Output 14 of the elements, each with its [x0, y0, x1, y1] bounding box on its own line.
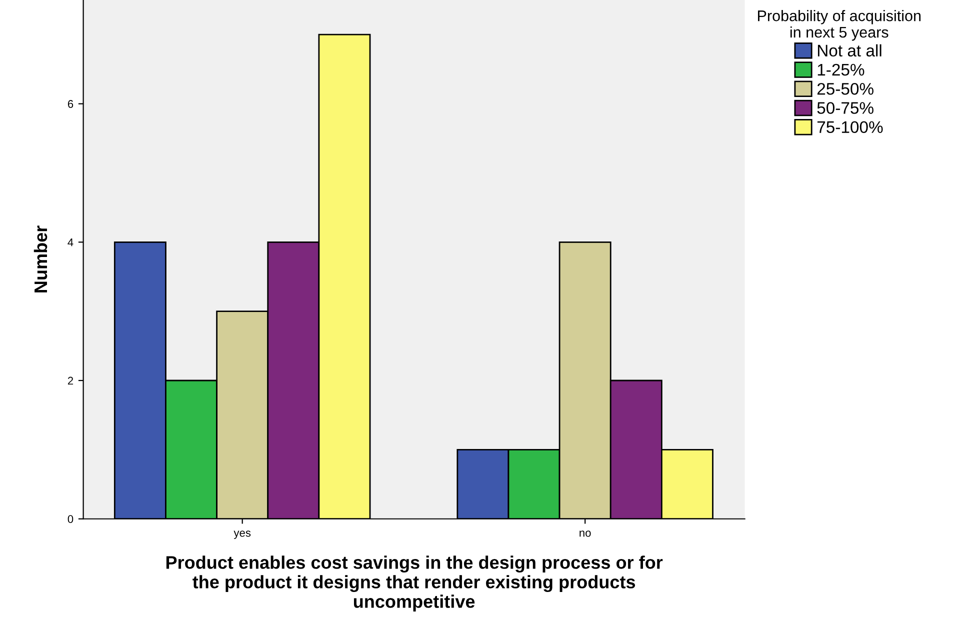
y-axis-title: Number	[34, 226, 48, 292]
y-tick-label: 0	[68, 515, 74, 524]
y-tick-label: 4	[68, 238, 74, 246]
legend-title: Probability of acquisition in next 5 years	[758, 10, 921, 41]
legend-label: 50-75%	[817, 102, 874, 114]
legend-label: Not at all	[818, 44, 882, 57]
x-tick-label: yes	[234, 530, 251, 539]
legend-label: 75-100%	[817, 121, 883, 134]
y-tick-label: 6	[68, 100, 74, 108]
legend-label: 25-50%	[817, 82, 874, 95]
y-tick-label: 2	[68, 376, 74, 385]
legend-label: 1-25%	[818, 64, 864, 76]
x-tick-label: no	[580, 530, 591, 537]
x-axis-title: Product enables cost savings in the design process or for the product it designs that render existing products uncompetitive	[166, 556, 663, 612]
